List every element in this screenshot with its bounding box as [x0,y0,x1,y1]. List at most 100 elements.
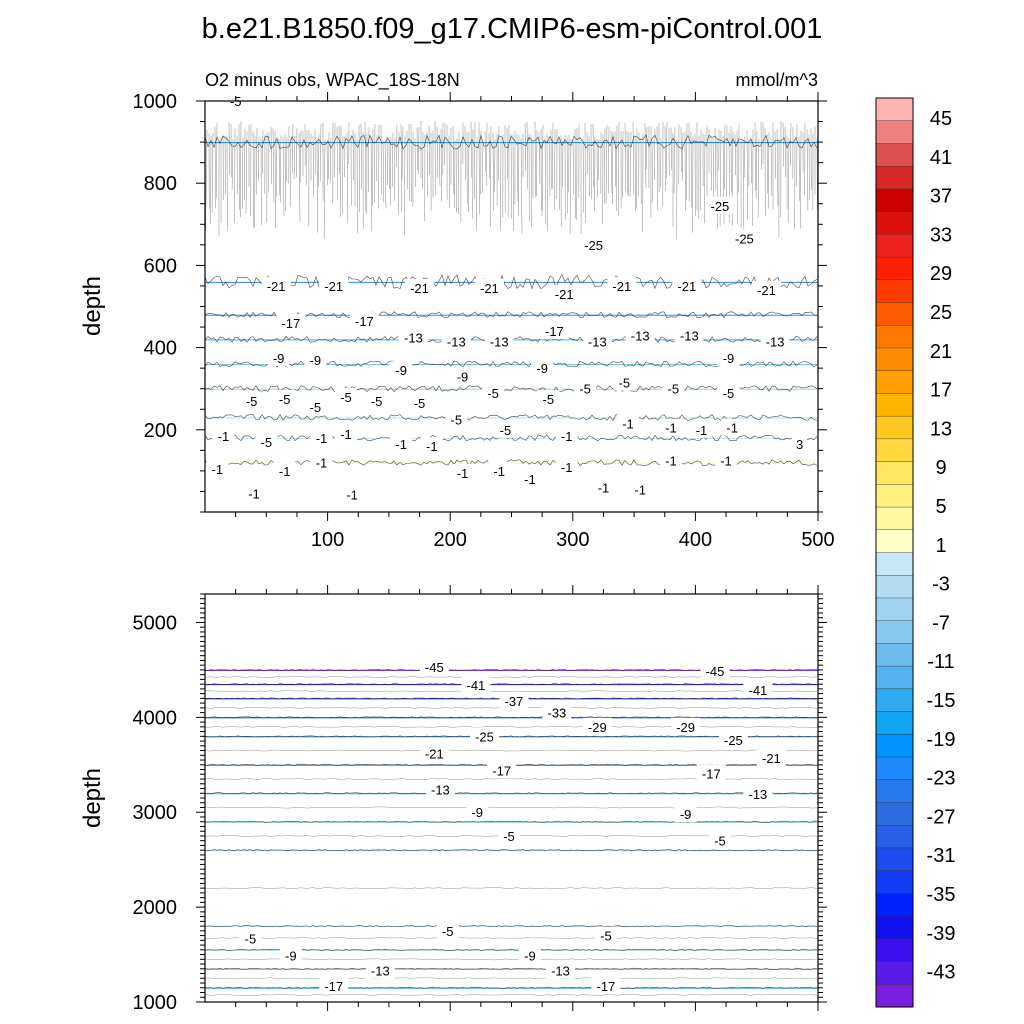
lower-contour-line-3 [205,948,818,951]
upper-hatch [370,137,373,232]
upper-contour-label: -17 [355,314,374,329]
upper-hatch [516,134,519,202]
upper-hatch [216,122,218,198]
upper-x-tick-label: 100 [311,529,344,551]
upper-contour-label-box [451,367,474,385]
upper-contour-label-box [672,277,702,294]
upper-contour-label-box [537,390,560,407]
colorbar-label: 5 [935,496,946,518]
colorbar-swatch [875,779,914,803]
upper-contour-label: -13 [447,334,466,349]
upper-contour-label: -17 [281,316,300,331]
upper-contour-label: -1 [218,429,230,444]
lower-contour-label: -9 [285,949,297,964]
lower-axes: 1000 2000 3000 4000 5000 [133,585,827,1014]
upper-contour-label: -25 [735,232,754,247]
colorbar-swatch [875,688,914,713]
colorbar-swatch [875,302,914,326]
upper-hatch [512,134,514,231]
upper-hatch [278,138,281,196]
upper-contour-label-box [273,390,296,407]
upper-layer-7 [205,314,818,316]
upper-hatch [627,132,630,197]
upper-contour-label-box [539,322,569,340]
upper-hatch [610,130,613,194]
colorbar-swatch [875,415,914,440]
colorbar-swatch [875,552,914,576]
lower-contour-line-6 [205,820,818,823]
colorbar-swatch [875,961,914,985]
units-label: mmol/m^3 [736,70,818,90]
upper-hatch [690,131,692,208]
upper-hatch [782,122,784,167]
colorbar-label: -3 [932,574,950,596]
upper-hatch [734,134,736,176]
upper-layer-3 [205,417,818,419]
upper-hatch [224,136,226,195]
lower-contour-line-mid-1 [205,994,818,996]
upper-y-axis-label: depth [79,276,106,336]
colorbar-swatch [875,484,914,508]
upper-hatch [262,130,264,174]
colorbar: 45 41 37 33 29 25 21 17 13 9 5 1 -3 -7 -11 -15 -19 -23 -27… [875,97,956,1008]
colorbar-label: -27 [927,806,956,828]
lower-contour-label: -33 [548,706,567,721]
upper-hatch [211,132,214,213]
upper-hatch [289,137,292,208]
upper-contour-label-box [592,478,615,496]
upper-hatch [323,139,326,239]
upper-hatch [645,127,648,170]
colorbar-swatch [875,256,914,281]
upper-contour-lines [205,121,818,467]
lower-contour-line-mid-5 [205,887,818,889]
lower-contour-label: -17 [492,764,511,779]
upper-contour-label-box [445,410,468,428]
lower-contour-label-box [700,661,730,679]
upper-contour-label-box [752,281,781,299]
upper-frame [204,100,819,513]
lower-contour-label-box [319,976,349,994]
upper-axes: 100 200 300 400 500 200 400 600 800 1000 [133,91,835,551]
lower-contour-label: -41 [749,683,768,698]
lower-contour-label-box [743,785,773,803]
upper-hatch [238,124,240,211]
upper-contour-label-box [579,235,609,253]
colorbar-swatch [875,347,914,372]
upper-contour-label: -1 [212,462,224,477]
upper-hatch [787,137,790,223]
upper-layer-1 [205,462,818,464]
upper-contour-label: -1 [279,464,291,479]
upper-contour-label: -13 [404,330,423,345]
lower-contour-label: -29 [676,720,695,735]
upper-hatch [440,128,442,202]
upper-y-tick-label: 400 [144,338,177,360]
lower-layer-3 [205,949,818,951]
upper-hatch [554,128,556,210]
upper-contour-label-box [474,279,504,296]
upper-contour-label-box [715,451,737,469]
upper-hatch [382,140,385,203]
upper-contour-label: -17 [545,324,564,339]
upper-contour-label-box [555,427,578,444]
lower-y-tick-label: 1000 [133,992,178,1014]
upper-hatch [594,136,596,212]
upper-contour-label-box [441,332,471,350]
upper-hatch [665,121,668,179]
upper-hatch [712,138,715,198]
upper-hatch [632,122,635,195]
upper-contour-label-box [310,429,333,446]
upper-contour-label: -1 [598,480,610,495]
colorbar-label: 25 [930,302,952,324]
upper-hatch [664,126,666,191]
upper-hatch [346,132,349,224]
figure-title: b.e21.B1850.f09_g17.CMIP6-esm-piControl.… [202,13,823,45]
lower-contour-line-4 [205,925,818,928]
upper-contour-label-box [721,418,744,436]
upper-contour-label-box [240,392,263,409]
upper-contour-label: -5 [279,392,291,407]
upper-contour-label-box [607,277,637,294]
lower-contour-label: -5 [442,924,454,939]
colorbar-swatch [875,802,914,826]
upper-contour-label: -1 [665,421,677,436]
colorbar-swatch [875,825,914,849]
